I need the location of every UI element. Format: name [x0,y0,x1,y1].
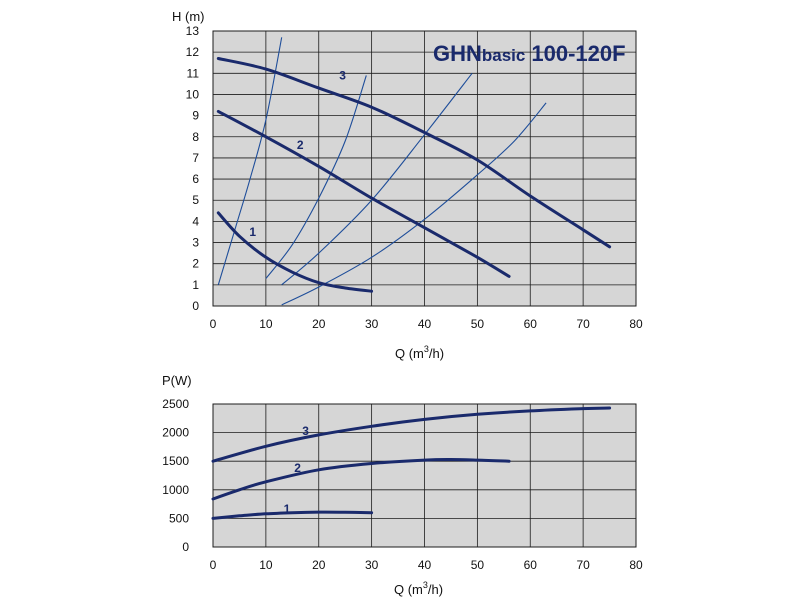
x-tick-label: 10 [259,317,273,331]
head-grid [213,31,636,306]
y-tick-label: 1500 [162,454,189,468]
y-tick-label: 2000 [162,426,189,440]
system-curve [265,75,367,279]
curve-label: 2 [297,138,304,152]
y-tick-label: 9 [192,109,199,123]
x-tick-label: 70 [576,558,590,572]
head-x-ticks: 0 10 20 30 40 50 60 70 80 [210,317,643,331]
power-x-axis-label: Q (m3/h) [394,580,443,597]
pump-curve-2 [216,109,511,278]
power-grid [213,404,636,547]
system-curve [281,72,473,286]
x-tick-label: 30 [365,558,379,572]
head-y-axis-label: H (m) [172,9,205,24]
system-curve [281,102,547,306]
power-x-ticks: 0 10 20 30 40 50 60 70 80 [210,558,643,572]
pump-curve-3 [211,406,612,463]
y-tick-label: 2500 [162,397,189,411]
pump-curve-2 [211,457,511,501]
pump-curve-3 [216,57,612,249]
head-system-curves [217,37,547,306]
x-tick-label: 50 [471,317,485,331]
head-curve-labels: 1 2 3 [249,68,346,239]
y-tick-label: 6 [192,172,199,186]
y-tick-label: 10 [186,87,200,101]
y-tick-label: 11 [187,66,200,80]
x-tick-label: 60 [524,558,538,572]
x-tick-label: 10 [259,558,273,572]
x-tick-label: 30 [365,317,379,331]
x-tick-label: 60 [524,317,538,331]
x-tick-label: 0 [210,317,217,331]
y-tick-label: 0 [182,540,189,554]
pump-curve-1 [216,211,374,293]
x-tick-label: 20 [312,317,326,331]
y-tick-label: 500 [169,511,189,525]
curve-label: 1 [249,225,256,239]
y-tick-label: 8 [192,130,199,144]
pump-curve-1 [211,510,374,520]
head-chart: 123 0 10 20 30 40 50 60 70 80 012345678910111213… [172,9,643,361]
power-y-axis-label: P(W) [162,373,192,388]
y-tick-label: 7 [192,151,199,165]
y-tick-label: 5 [192,193,199,207]
x-tick-label: 0 [210,558,217,572]
curve-label: 3 [302,424,309,438]
y-tick-label: 4 [192,214,199,228]
system-curve [217,37,283,285]
x-tick-label: 70 [576,317,590,331]
curve-label: 2 [294,461,301,475]
x-tick-label: 50 [471,558,485,572]
x-tick-label: 40 [418,558,432,572]
x-tick-label: 20 [312,558,326,572]
y-tick-label: 1000 [162,483,189,497]
x-tick-label: 80 [629,317,643,331]
curve-label: 1 [284,502,291,516]
y-tick-label: 1 [192,278,199,292]
power-y-ticks: 0 500 1000 1500 2000 2500 [162,397,189,554]
y-tick-label: 13 [186,24,200,38]
x-tick-label: 40 [418,317,432,331]
x-tick-label: 80 [629,558,643,572]
y-tick-label: 2 [192,257,199,271]
head-pump-curves [216,57,612,293]
power-curves [211,406,612,520]
power-chart: 1 2 3 0 10 20 30 40 50 60 70 80 0 500 1000 1500 2000 25… [162,373,643,597]
head-x-axis-label: Q (m3/h) [395,344,444,361]
y-tick-label: 0 [192,299,199,313]
y-tick-label: 3 [192,236,199,250]
y-tick-label: 12 [186,45,200,59]
power-curve-labels: 1 2 3 [284,424,310,516]
curve-label: 3 [339,68,346,82]
chart-title: GHNbasic 100-120F [433,41,626,66]
